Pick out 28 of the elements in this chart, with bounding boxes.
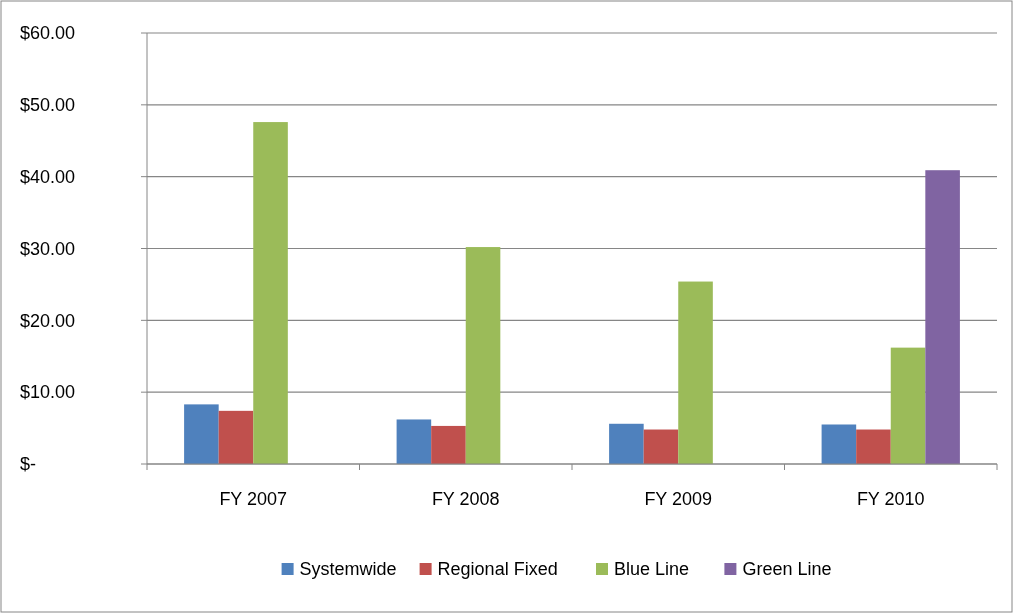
bar xyxy=(253,122,288,464)
legend-label: Regional Fixed xyxy=(437,559,558,579)
y-tick-label: $40.00 xyxy=(20,166,76,187)
bar xyxy=(643,429,679,464)
y-tick-label: $20.00 xyxy=(20,310,76,331)
y-tick-label: $30.00 xyxy=(20,238,76,259)
x-tick-label: FY 2007 xyxy=(219,489,288,509)
bar xyxy=(678,281,713,464)
bar xyxy=(890,347,926,464)
bar xyxy=(184,404,219,464)
bar xyxy=(856,429,891,464)
y-tick-label: $60.00 xyxy=(20,23,76,44)
bar xyxy=(609,423,644,464)
x-tick-label: FY 2010 xyxy=(856,489,925,509)
bar xyxy=(396,419,432,464)
legend-label: Systemwide xyxy=(299,559,397,579)
y-tick-label: $10.00 xyxy=(20,382,76,403)
y-tick-label: $- xyxy=(20,454,37,475)
x-tick-label: FY 2008 xyxy=(431,489,500,509)
bar xyxy=(431,425,466,464)
bar xyxy=(465,247,501,464)
bar xyxy=(821,424,857,464)
bar xyxy=(218,410,254,464)
x-tick-label: FY 2009 xyxy=(644,489,713,509)
legend-label: Blue Line xyxy=(614,559,690,579)
y-tick-label: $50.00 xyxy=(20,95,76,116)
legend-label: Green Line xyxy=(742,559,832,579)
bar xyxy=(925,170,960,464)
